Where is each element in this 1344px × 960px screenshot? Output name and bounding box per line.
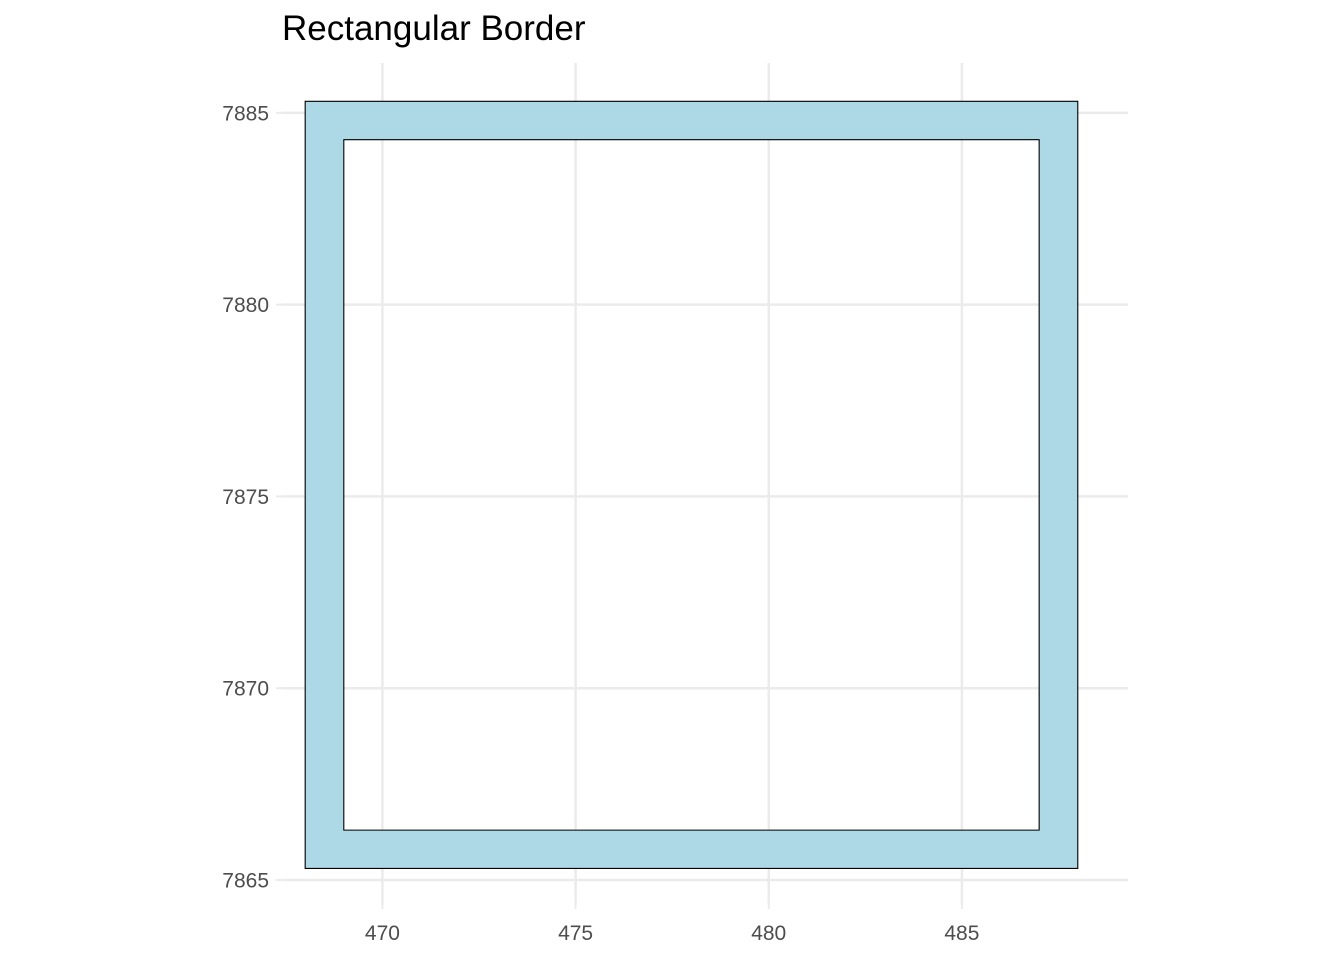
x-tick-label-470: 470: [365, 922, 400, 945]
y-tick-label-7870: 7870: [222, 678, 269, 701]
y-tick-label-7875: 7875: [222, 486, 269, 509]
x-tick-label-485: 485: [944, 922, 979, 945]
shape-layer: [304, 100, 1079, 870]
shape-border: [304, 100, 1079, 870]
grid-layer: [282, 63, 1128, 903]
axis-layer: 470 475 480 485 7865 7870 7875 7880 7885: [222, 102, 979, 945]
y-tick-label-7865: 7865: [222, 869, 269, 892]
x-tick-label-475: 475: [558, 922, 593, 945]
y-tick-label-7885: 7885: [222, 102, 269, 125]
x-tick-label-480: 480: [751, 922, 786, 945]
y-tick-label-7880: 7880: [222, 294, 269, 317]
chart-title: Rectangular Border: [282, 9, 586, 48]
